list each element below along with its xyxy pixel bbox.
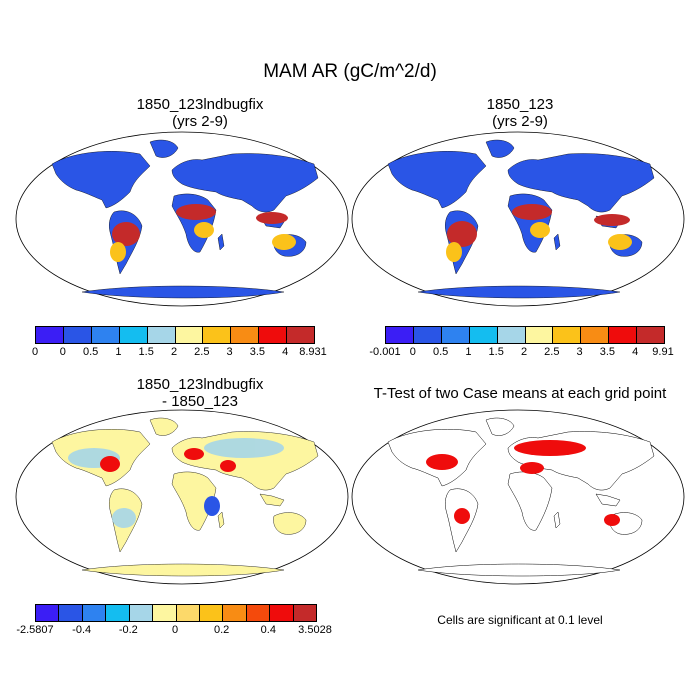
colorbar-2-tick-label: 3.5 xyxy=(599,346,616,358)
colorbar-2-tick-label: 1.5 xyxy=(488,346,504,358)
colorbar-3 xyxy=(35,604,317,622)
colorbar-3-tick-label: 3.5028 xyxy=(298,624,332,636)
panel-title-1: 1850_123lndbugfix (yrs 2-9) xyxy=(40,96,360,130)
panel-title-4-line1: T-Test of two Case means at each grid po… xyxy=(373,385,667,402)
map-panel-3 xyxy=(15,409,349,585)
colorbar-3-tick-label: -0.2 xyxy=(118,624,138,636)
panel-title-3-line1: 1850_123lndbugfix xyxy=(136,376,264,393)
colorbar-1-swatch xyxy=(36,327,64,343)
colorbar-1-tick-label: 4 xyxy=(282,346,289,358)
colorbar-3-swatch xyxy=(223,605,247,621)
panel-title-3-line2: - 1850_123 xyxy=(162,393,238,410)
colorbar-3-tick-label: 0.4 xyxy=(260,624,276,636)
panel-title-3: 1850_123lndbugfix - 1850_123 xyxy=(40,376,360,410)
panel-title-1-line1: 1850_123lndbugfix xyxy=(136,96,264,113)
map-panel-2 xyxy=(351,131,685,307)
colorbar-1-tick-label: 2.5 xyxy=(194,346,210,358)
colorbar-3-tick-label: 0.2 xyxy=(214,624,230,636)
colorbar-3-swatch xyxy=(246,605,271,621)
colorbar-1-tick-label: 2 xyxy=(170,346,178,358)
colorbar-1-tick-label: 0 xyxy=(31,346,39,358)
colorbar-1-swatch xyxy=(231,327,260,343)
figure-title: MAM AR (gC/m^2/d) xyxy=(263,61,437,82)
colorbar-2-swatch xyxy=(581,327,610,343)
colorbar-2-swatch xyxy=(413,327,442,343)
colorbar-3-swatch xyxy=(36,605,60,621)
colorbar-2-swatch xyxy=(386,327,414,343)
panel-title-1-line2: (yrs 2-9) xyxy=(172,113,228,130)
colorbar-1-swatch xyxy=(175,327,204,343)
panel-title-2-line2: (yrs 2-9) xyxy=(492,113,548,130)
colorbar-2-swatch xyxy=(553,327,582,343)
colorbar-1-swatch xyxy=(91,327,120,343)
colorbar-1-swatch xyxy=(203,327,232,343)
colorbar-1-swatch xyxy=(147,327,176,343)
colorbar-2 xyxy=(385,326,665,344)
colorbar-2-labels: -0.001 0 0.5 1 1.5 2 2.5 3 3.5 4 9.91 xyxy=(369,346,673,360)
colorbar-3-swatch xyxy=(199,605,224,621)
colorbar-1-tick-label: 3.5 xyxy=(249,346,266,358)
colorbar-3-swatch xyxy=(153,605,177,621)
colorbar-2-tick-label: 3 xyxy=(576,346,583,358)
colorbar-3-tick-label: -2.5807 xyxy=(16,624,54,636)
colorbar-1-tick-label: 1 xyxy=(115,346,122,358)
colorbar-2-swatch xyxy=(497,327,526,343)
colorbar-3-swatch xyxy=(82,605,107,621)
colorbar-3-labels: -2.5807 -0.4 -0.2 0 0.2 0.4 3.5028 xyxy=(16,624,331,638)
colorbar-2-swatch xyxy=(441,327,470,343)
colorbar-3-swatch xyxy=(106,605,130,621)
colorbar-1-tick-label: 0 xyxy=(59,346,66,358)
colorbar-1-labels: 0 0 0.5 1 1.5 2 2.5 3 3.5 4 8.931 xyxy=(31,346,327,360)
colorbar-3-swatch xyxy=(270,605,294,621)
colorbar-1-swatch xyxy=(287,327,315,343)
map-panel-4 xyxy=(351,409,685,585)
colorbar-3-swatch xyxy=(176,605,200,621)
significance-note: Cells are significant at 0.1 level xyxy=(437,613,603,627)
colorbar-2-tick-label: 2.5 xyxy=(544,346,560,358)
colorbar-3-swatch xyxy=(129,605,154,621)
panel-title-4: T-Test of two Case means at each grid po… xyxy=(350,385,690,402)
colorbar-1-tick-label: 1.5 xyxy=(138,346,154,358)
colorbar-1-swatch xyxy=(119,327,148,343)
colorbar-2-tick-label: 4 xyxy=(632,346,639,358)
colorbar-2-swatch xyxy=(637,327,665,343)
colorbar-3-tick-label: -0.4 xyxy=(72,624,92,636)
colorbar-2-tick-label: -0.001 xyxy=(369,346,401,358)
colorbar-3-tick-label: 0 xyxy=(171,624,179,636)
colorbar-2-tick-label: 0.5 xyxy=(432,346,449,358)
colorbar-1-tick-label: 3 xyxy=(226,346,233,358)
colorbar-2-swatch xyxy=(469,327,498,343)
map-panel-1 xyxy=(15,131,349,307)
panel-title-2: 1850_123 (yrs 2-9) xyxy=(360,96,680,130)
colorbar-1-tick-label: 8.931 xyxy=(299,346,327,358)
colorbar-1-swatch xyxy=(63,327,92,343)
colorbar-2-tick-label: 1 xyxy=(465,346,472,358)
colorbar-3-swatch xyxy=(59,605,83,621)
colorbar-1 xyxy=(35,326,315,344)
colorbar-2-tick-label: 0 xyxy=(409,346,416,358)
colorbar-2-swatch xyxy=(609,327,638,343)
colorbar-3-swatch xyxy=(293,605,317,621)
panel-title-2-line1: 1850_123 xyxy=(486,96,554,113)
colorbar-2-tick-label: 9.91 xyxy=(652,346,674,358)
colorbar-1-swatch xyxy=(259,327,288,343)
colorbar-1-tick-label: 0.5 xyxy=(82,346,99,358)
colorbar-2-tick-label: 2 xyxy=(520,346,528,358)
colorbar-2-swatch xyxy=(525,327,554,343)
